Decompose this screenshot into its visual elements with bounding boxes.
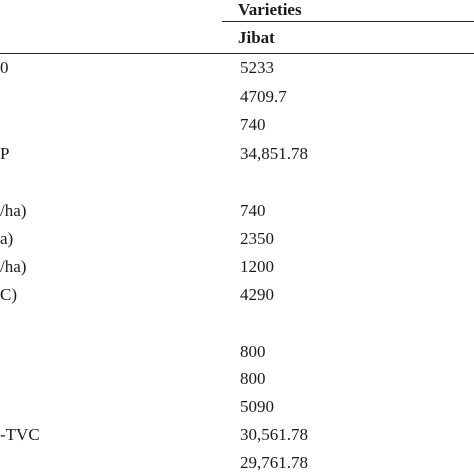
table-row: /ha) 1200 — [0, 256, 474, 278]
row-value-jibat: 34,851.78 — [240, 144, 308, 163]
table-row: P 34,851.78 — [0, 143, 474, 165]
table-row: 800 — [0, 368, 474, 390]
row-value-jibat: 800 — [240, 342, 266, 361]
table-row: 29,761.78 — [0, 452, 474, 474]
table-row — [0, 172, 474, 194]
row-value-jibat: 4709.7 — [240, 87, 287, 106]
table-row: 4709.7 — [0, 86, 474, 108]
row-value-jibat: 740 — [240, 115, 266, 134]
row-value-jibat: 5233 — [240, 58, 274, 77]
table-header-rule — [0, 53, 474, 54]
row-value-jibat: 29,761.78 — [240, 453, 308, 472]
row-label: /ha) — [0, 257, 27, 276]
table-row: 5090 — [0, 396, 474, 418]
row-label: 0 — [0, 58, 9, 77]
table-row: /ha) 740 — [0, 200, 474, 222]
table-row: C) 4290 — [0, 284, 474, 306]
varieties-header: Varieties — [238, 0, 302, 19]
row-value-jibat: 30,561.78 — [240, 425, 308, 444]
row-value-jibat: 740 — [240, 201, 266, 220]
table-row: 740 — [0, 114, 474, 136]
table-row — [0, 314, 474, 336]
row-value-jibat: 4290 — [240, 285, 274, 304]
row-label: a) — [0, 229, 14, 248]
row-label: -TVC — [0, 425, 40, 444]
header-rule — [222, 21, 474, 22]
row-label: /ha) — [0, 201, 27, 220]
row-value-jibat: 5090 — [240, 397, 274, 416]
table-row: 800 — [0, 341, 474, 363]
row-value-jibat: 2350 — [240, 229, 274, 248]
row-value-jibat: 800 — [240, 369, 266, 388]
table-row: a) 2350 — [0, 228, 474, 250]
table-row: 0 5233 — [0, 57, 474, 79]
row-value-jibat: 1200 — [240, 257, 274, 276]
row-label: C) — [0, 285, 17, 304]
row-label: P — [0, 144, 10, 163]
jibat-column-header: Jibat — [238, 28, 275, 47]
table-row: -TVC 30,561.78 — [0, 424, 474, 446]
